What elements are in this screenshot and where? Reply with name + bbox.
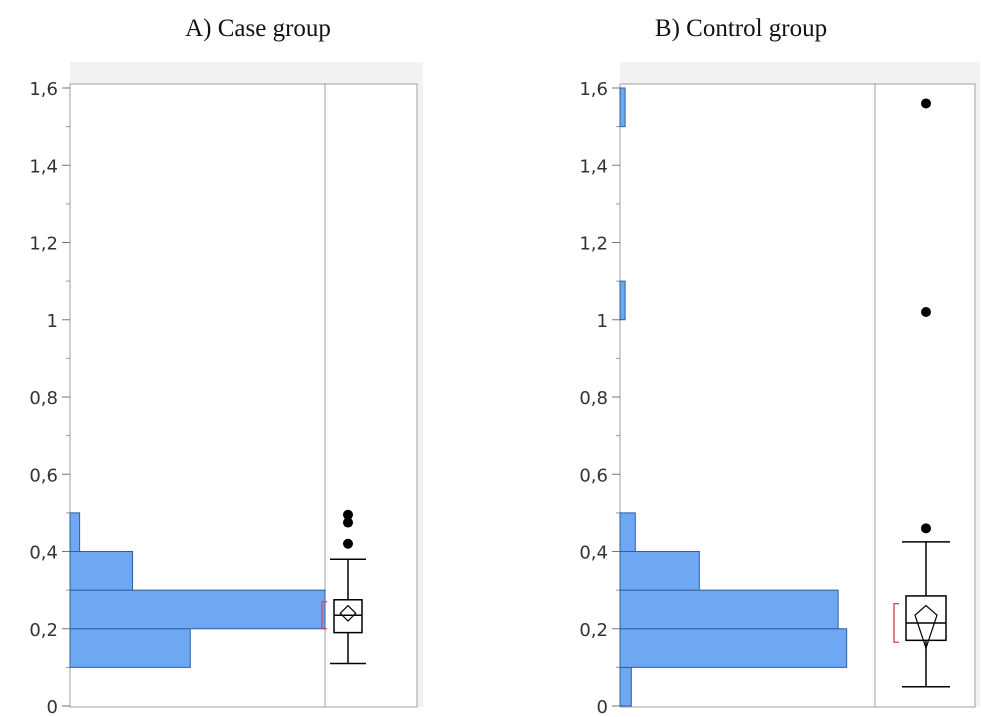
histogram-bar: [69, 512, 81, 552]
histogram-bar: [69, 589, 326, 630]
quartile-box: [333, 599, 363, 634]
outlier-point: [343, 517, 353, 528]
y-tick-label: 1,4: [29, 156, 58, 177]
y-tick-label: 1,2: [29, 234, 58, 255]
histogram-bar: [619, 280, 626, 321]
histogram-bar: [619, 589, 839, 630]
histogram-bar: [69, 628, 191, 668]
box-plot: [321, 509, 366, 665]
histogram-bar: [619, 666, 632, 707]
box-plot: [893, 98, 950, 688]
y-tick-label: 0,4: [579, 543, 608, 564]
histogram-bar: [69, 551, 134, 591]
histogram: [69, 512, 326, 668]
histogram-bar: [619, 512, 636, 552]
y-tick-label: 1,6: [579, 79, 608, 100]
y-tick-label: 0,8: [29, 388, 58, 409]
y-tick-label: 1: [597, 311, 608, 332]
y-tick-label: 0,6: [29, 465, 58, 486]
y-tick-label: 1,6: [29, 79, 58, 100]
mean-diamond: [339, 604, 357, 622]
outlier-point: [921, 307, 931, 318]
y-axis: 0 0,2 0,4 0,6 0,8 1 1,2 1,4 1,6: [579, 79, 620, 717]
panel-title: A) Case group: [185, 15, 331, 42]
mean-diamond: [914, 604, 938, 650]
histogram-bar: [619, 551, 700, 591]
outlier-point: [921, 98, 931, 109]
histogram-bar: [619, 628, 848, 668]
y-tick-label: 0,2: [579, 620, 608, 641]
y-tick-label: 0,2: [29, 620, 58, 641]
outlier-point: [343, 538, 353, 549]
panel-control-group: B) Control group 0 0,2 0,4 0,6 0,8 1 1,2 1,4 1,6: [579, 15, 980, 717]
y-tick-label: 0,8: [579, 388, 608, 409]
y-tick-label: 1,4: [579, 156, 608, 177]
y-axis: 0 0,2 0,4 0,6 0,8 1 1,2 1,4 1,6: [29, 79, 70, 717]
y-tick-label: 0: [47, 697, 58, 717]
quartile-box: [905, 595, 947, 642]
shortest-half-bracket: [321, 601, 327, 630]
shortest-half-bracket: [893, 602, 899, 643]
histogram-bar: [619, 87, 626, 128]
outlier-point: [343, 509, 353, 520]
y-tick-label: 0: [597, 697, 608, 717]
outlier-point: [921, 523, 931, 534]
panel-title: B) Control group: [655, 15, 827, 42]
histogram: [619, 87, 848, 707]
y-tick-label: 0,6: [579, 465, 608, 486]
y-tick-label: 1: [47, 311, 58, 332]
panel-case-group: A) Case group 0 0,2 0,4 0,6 0,8 1 1,2 1,4 1,6: [29, 15, 423, 717]
y-tick-label: 1,2: [579, 234, 608, 255]
y-tick-label: 0,4: [29, 543, 58, 564]
